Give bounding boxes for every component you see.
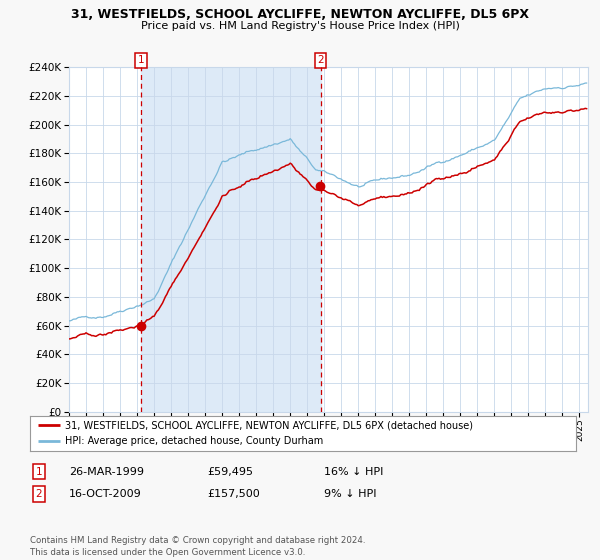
Text: 2: 2	[35, 489, 43, 499]
Text: £157,500: £157,500	[207, 489, 260, 499]
Text: 1: 1	[35, 466, 43, 477]
Text: 31, WESTFIELDS, SCHOOL AYCLIFFE, NEWTON AYCLIFFE, DL5 6PX (detached house): 31, WESTFIELDS, SCHOOL AYCLIFFE, NEWTON …	[65, 420, 473, 430]
Text: 16% ↓ HPI: 16% ↓ HPI	[324, 466, 383, 477]
Text: 26-MAR-1999: 26-MAR-1999	[69, 466, 144, 477]
Text: 2: 2	[317, 55, 324, 66]
Text: HPI: Average price, detached house, County Durham: HPI: Average price, detached house, Coun…	[65, 436, 324, 446]
Text: 1: 1	[137, 55, 144, 66]
Bar	[141, 67, 320, 412]
Text: £59,495: £59,495	[207, 466, 253, 477]
Text: 16-OCT-2009: 16-OCT-2009	[69, 489, 142, 499]
Text: 9% ↓ HPI: 9% ↓ HPI	[324, 489, 377, 499]
Text: Price paid vs. HM Land Registry's House Price Index (HPI): Price paid vs. HM Land Registry's House …	[140, 21, 460, 31]
Text: 31, WESTFIELDS, SCHOOL AYCLIFFE, NEWTON AYCLIFFE, DL5 6PX: 31, WESTFIELDS, SCHOOL AYCLIFFE, NEWTON …	[71, 8, 529, 21]
Text: Contains HM Land Registry data © Crown copyright and database right 2024.
This d: Contains HM Land Registry data © Crown c…	[30, 536, 365, 557]
